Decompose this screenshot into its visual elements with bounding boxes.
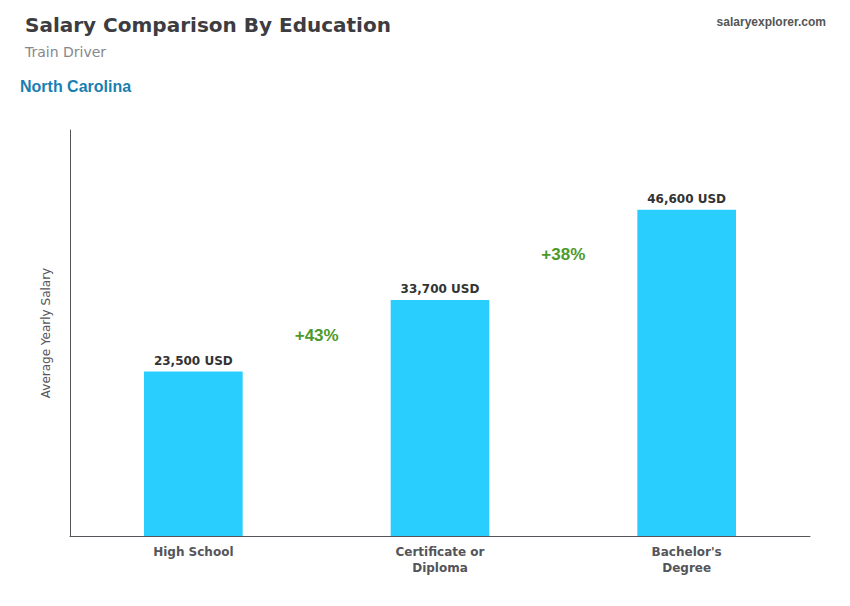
svg-text:High School: High School	[153, 545, 233, 559]
svg-text:33,700 USD: 33,700 USD	[401, 282, 480, 296]
svg-text:Diploma: Diploma	[412, 561, 468, 575]
svg-text:23,500 USD: 23,500 USD	[154, 354, 233, 368]
svg-text:salaryexplorer.com: salaryexplorer.com	[717, 15, 826, 29]
svg-text:Bachelor's: Bachelor's	[652, 545, 722, 559]
svg-text:Average Yearly Salary: Average Yearly Salary	[39, 268, 53, 398]
svg-text:Certificate or: Certificate or	[395, 545, 484, 559]
svg-text:Degree: Degree	[662, 561, 711, 575]
svg-text:Salary Comparison By Education: Salary Comparison By Education	[25, 13, 391, 37]
svg-text:Train Driver: Train Driver	[24, 44, 106, 60]
svg-text:46,600 USD: 46,600 USD	[647, 192, 726, 206]
svg-text:+38%: +38%	[541, 245, 585, 264]
svg-text:+43%: +43%	[295, 326, 339, 345]
svg-text:North Carolina: North Carolina	[20, 78, 131, 95]
